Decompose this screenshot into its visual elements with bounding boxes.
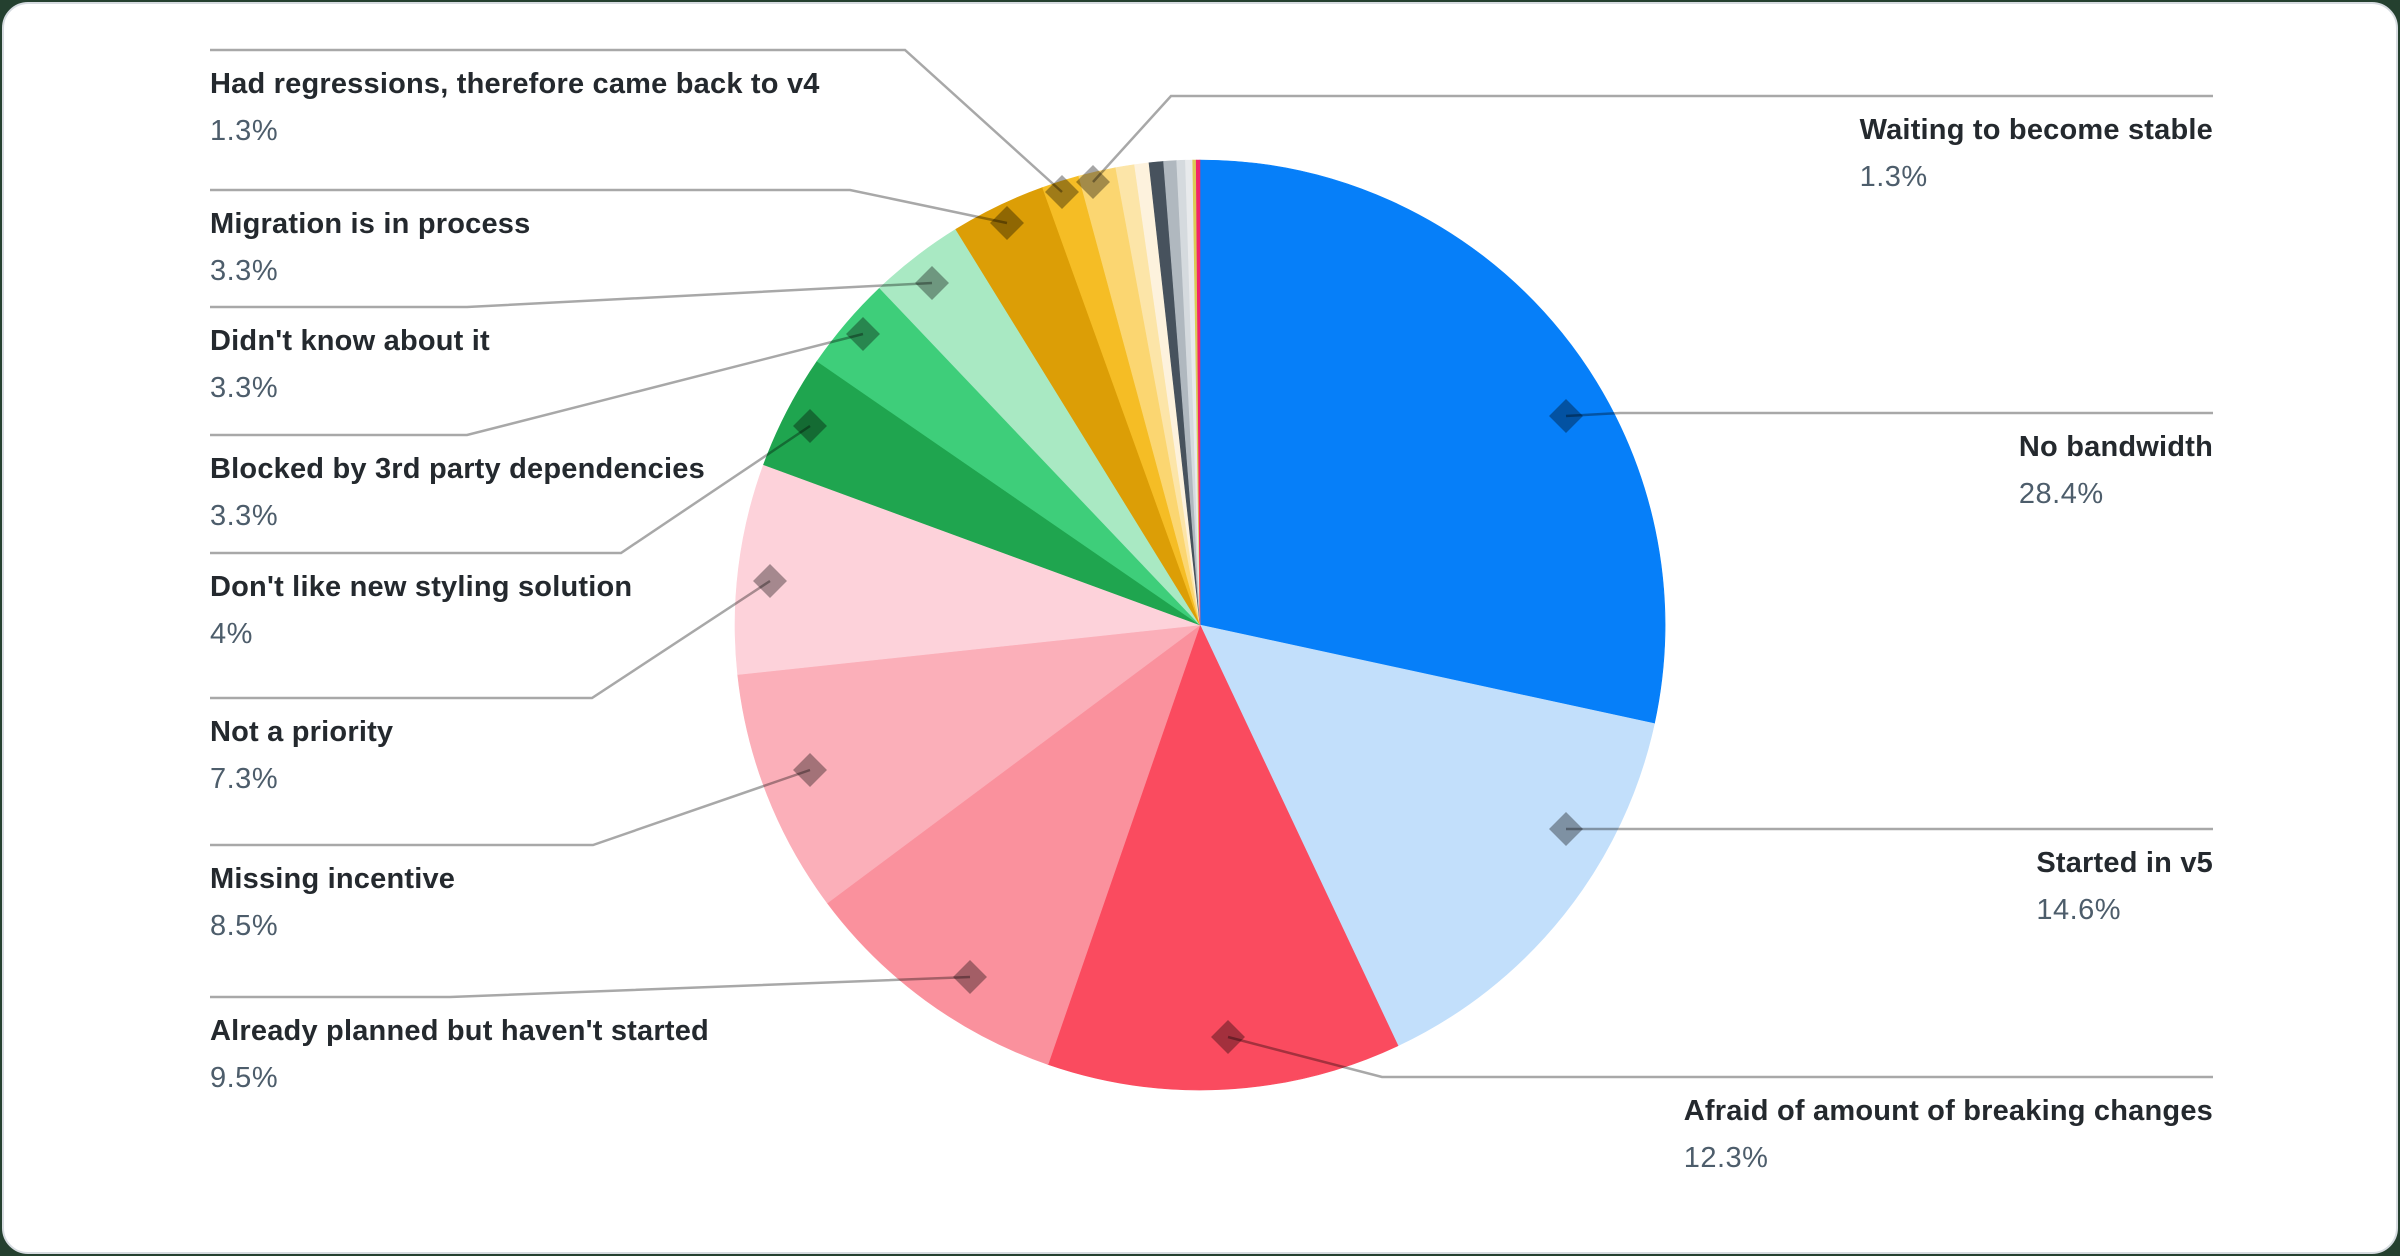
pie-slice-not-a-priority [734,464,1201,675]
leader-marker-waiting-stable [1076,165,1110,199]
leader-marker-had-regressions [1045,175,1079,209]
leader-marker-not-a-priority [753,564,787,598]
leader-line-waiting-stable [1092,94,2213,183]
leader-marker-afraid-breaking-changes [1211,1020,1245,1054]
leader-marker-blocked-3rd-party [846,317,880,351]
leader-marker-already-planned [953,960,987,994]
leader-line-afraid-breaking-changes [1227,1035,2213,1079]
leader-line-blocked-3rd-party [210,332,864,437]
leader-marker-didnt-know [915,266,949,300]
pie-slice-afraid-breaking-changes [1047,624,1399,1091]
leader-marker-started-in-v5 [1549,812,1583,846]
leader-line-not-a-priority [210,579,771,700]
pie-slice-started-in-v5 [1199,624,1655,1047]
leader-line-didnt-know [210,281,933,309]
leader-line-dont-like-styling [210,424,811,555]
leader-marker-dont-like-styling [793,409,827,443]
leader-line-had-regressions [210,48,1063,193]
leader-line-already-planned [210,975,971,999]
pie-slice-missing-incentive [737,624,1202,904]
pie-slice-sliver-8 [1195,159,1201,626]
leader-line-missing-incentive [210,768,811,847]
leader-marker-missing-incentive [793,753,827,787]
leader-line-no-bandwidth [1565,411,2213,418]
leader-marker-no-bandwidth [1549,399,1583,433]
leader-marker-migration-in-process [990,206,1024,240]
pie-slice-no-bandwidth [1199,159,1666,724]
leader-line-migration-in-process [210,188,1008,225]
pie-slice-already-planned [826,624,1201,1065]
